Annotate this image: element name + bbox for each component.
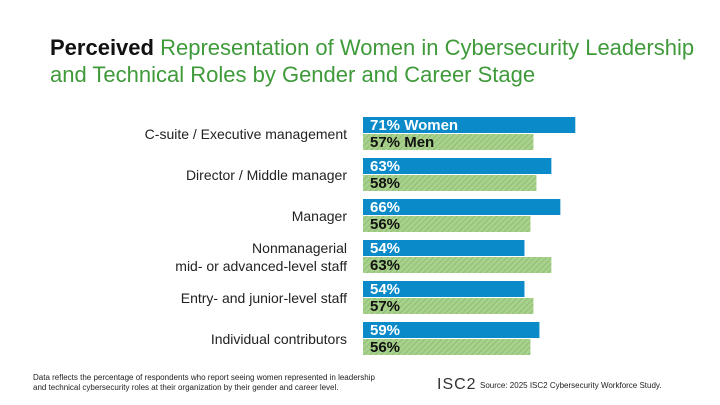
value-text: 54% <box>370 281 400 298</box>
series-name: Men <box>404 134 434 151</box>
value-text: 58% <box>370 175 400 192</box>
source: Source: 2025 ISC2 Cybersecurity Workforc… <box>480 381 662 390</box>
value-text: 71% <box>370 117 400 134</box>
value-label: 66% <box>370 199 400 216</box>
value-text: 57% <box>370 298 400 315</box>
value-label: 54% <box>370 281 400 298</box>
bar <box>363 322 540 338</box>
value-label: 59% <box>370 322 400 339</box>
bar <box>363 216 531 232</box>
category-label: Nonmanagerial mid- or advanced-level sta… <box>175 240 347 274</box>
bar <box>363 117 576 133</box>
bar <box>363 339 531 355</box>
value-label: 63% <box>370 257 400 274</box>
category-label: Individual contributors <box>210 331 347 347</box>
value-label: 63% <box>370 158 400 175</box>
value-text: 56% <box>370 339 400 356</box>
value-label: 57% Men <box>370 134 434 151</box>
chart-title: Perceived Representation of Women in Cyb… <box>50 34 700 88</box>
bar <box>363 199 561 215</box>
value-label: 56% <box>370 216 400 233</box>
category-label: Director / Middle manager <box>185 167 347 183</box>
value-label: 56% <box>370 339 400 356</box>
value-text: 66% <box>370 199 400 216</box>
footnote: Data reflects the percentage of responde… <box>33 373 375 392</box>
bar <box>363 240 525 256</box>
title-emphasis: Perceived <box>50 35 154 60</box>
value-label: 57% <box>370 298 400 315</box>
value-label: 58% <box>370 175 400 192</box>
category-label: Entry- and junior-level staff <box>180 290 347 306</box>
logo: ISC2 <box>437 376 477 393</box>
bar <box>363 175 537 191</box>
category-label: C-suite / Executive management <box>144 126 347 142</box>
bar <box>363 158 552 174</box>
series-name: Women <box>404 117 458 134</box>
title-text: Representation of Women in Cybersecurity… <box>50 35 695 87</box>
bar <box>363 281 525 297</box>
value-text: 63% <box>370 158 400 175</box>
bar <box>363 134 534 150</box>
bar <box>363 257 552 273</box>
value-label: 54% <box>370 240 400 257</box>
value-text: 57% <box>370 134 400 151</box>
value-text: 63% <box>370 257 400 274</box>
bar <box>363 298 534 314</box>
value-text: 54% <box>370 240 400 257</box>
category-label: Manager <box>291 208 347 224</box>
value-text: 56% <box>370 216 400 233</box>
value-text: 59% <box>370 322 400 339</box>
value-label: 71% Women <box>370 117 458 134</box>
